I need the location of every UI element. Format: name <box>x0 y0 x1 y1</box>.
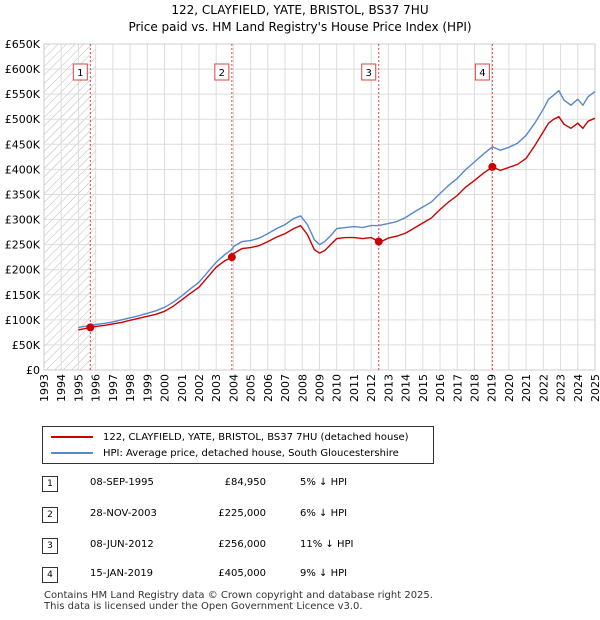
y-tick-label: £200K <box>5 264 41 277</box>
x-tick-label: 2023 <box>555 374 568 402</box>
x-tick-label: 2006 <box>262 374 275 402</box>
x-tick-label: 2016 <box>434 374 447 402</box>
sale-hpi-delta: 9% ↓ HPI <box>300 568 348 579</box>
footer-copyright: Contains HM Land Registry data © Crown c… <box>44 590 433 601</box>
x-tick-label: 2020 <box>503 374 516 402</box>
price-chart: £0 £50K £100K £150K £200K £250K £300K £350K £400… <box>5 38 600 402</box>
x-tick-label: 1998 <box>124 374 137 402</box>
property-price-line <box>78 115 596 331</box>
x-tick-label: 2008 <box>296 374 309 402</box>
y-tick-label: £250K <box>5 239 41 252</box>
legend-item-property: 122, CLAYFIELD, YATE, BRISTOL, BS37 7HU … <box>51 430 409 444</box>
sale-label-number: 1 <box>77 68 83 79</box>
x-tick-label: 2024 <box>572 374 585 402</box>
sale-label-box <box>214 63 230 81</box>
sale-date: 08-JUN-2012 <box>90 539 154 550</box>
x-tick-label: 1994 <box>55 374 68 402</box>
sale-label-box <box>474 63 490 81</box>
y-tick-label: £500K <box>5 113 41 126</box>
legend-label-hpi: HPI: Average price, detached house, Sout… <box>103 447 399 459</box>
chart-subtitle: Price paid vs. HM Land Registry's House … <box>128 20 472 34</box>
x-tick-label: 2017 <box>451 374 464 402</box>
x-tick-label: 2025 <box>589 374 600 402</box>
x-tick-label: 2005 <box>245 374 258 402</box>
x-tick-label: 2002 <box>193 374 206 402</box>
x-tick-label: 1997 <box>107 374 120 402</box>
x-tick-label: 2022 <box>537 374 550 402</box>
sale-label-box <box>72 63 88 81</box>
y-tick-label: £600K <box>5 63 41 76</box>
x-tick-label: 2000 <box>159 374 172 402</box>
sale-marker-number: 4 <box>42 567 58 583</box>
sale-point <box>227 253 236 262</box>
sale-label-number: 4 <box>479 68 485 79</box>
sale-hpi-delta: 6% ↓ HPI <box>300 508 348 519</box>
x-tick-label: 2012 <box>365 374 378 402</box>
legend-swatch-blue <box>51 452 93 454</box>
y-tick-label: £100K <box>5 314 41 327</box>
y-tick-label: £150K <box>5 289 41 302</box>
y-tick-label: £550K <box>5 88 41 101</box>
x-tick-label: 2019 <box>486 374 499 402</box>
x-tick-label: 2014 <box>400 374 413 402</box>
x-tick-label: 1996 <box>90 374 103 402</box>
y-tick-label: £0 <box>26 364 40 377</box>
x-tick-label: 2021 <box>520 374 533 402</box>
x-tick-label: 2003 <box>210 374 223 402</box>
sale-label-box <box>361 63 377 81</box>
x-tick-label: 2010 <box>331 374 344 402</box>
sale-marker-number: 2 <box>42 507 58 523</box>
sale-date: 28-NOV-2003 <box>90 508 157 519</box>
sale-price: £256,000 <box>218 539 266 550</box>
y-tick-label: £350K <box>5 188 41 201</box>
sale-hpi-delta: 5% ↓ HPI <box>300 477 348 488</box>
sale-point <box>488 162 497 171</box>
sale-hpi-delta: 11% ↓ HPI <box>300 539 354 550</box>
legend-item-hpi: HPI: Average price, detached house, Sout… <box>51 446 399 460</box>
sale-point <box>86 323 95 332</box>
y-tick-label: £400K <box>5 163 41 176</box>
sale-date: 08-SEP-1995 <box>90 477 154 488</box>
sale-marker-number: 3 <box>42 538 58 554</box>
x-tick-label: 2013 <box>382 374 395 402</box>
x-tick-label: 2015 <box>417 374 430 402</box>
sale-price: £405,000 <box>218 568 266 579</box>
legend-swatch-red <box>51 436 93 438</box>
chart-title: 122, CLAYFIELD, YATE, BRISTOL, BS37 7HU <box>171 3 429 17</box>
x-tick-label: 2011 <box>348 374 361 402</box>
x-tick-label: 1995 <box>72 374 85 402</box>
x-tick-label: 1993 <box>38 374 51 402</box>
plot-border <box>43 43 596 371</box>
y-tick-label: £50K <box>12 339 41 352</box>
x-tick-label: 2007 <box>279 374 292 402</box>
y-tick-label: £450K <box>5 138 41 151</box>
y-tick-label: £300K <box>5 214 41 227</box>
sale-price: £84,950 <box>224 477 266 488</box>
sale-price: £225,000 <box>218 508 266 519</box>
footer-licence: This data is licensed under the Open Gov… <box>44 601 363 612</box>
x-tick-label: 2018 <box>468 374 481 402</box>
sale-date: 15-JAN-2019 <box>90 568 154 579</box>
sale-point <box>374 237 383 246</box>
x-tick-label: 2001 <box>176 374 189 402</box>
sale-marker-number: 1 <box>42 476 58 492</box>
sale-label-number: 2 <box>219 68 225 79</box>
x-tick-label: 2009 <box>314 374 327 402</box>
sale-label-number: 3 <box>366 68 372 79</box>
x-tick-label: 1999 <box>141 374 154 402</box>
legend-label-property: 122, CLAYFIELD, YATE, BRISTOL, BS37 7HU … <box>103 431 409 443</box>
pre-data-hatch <box>44 44 96 370</box>
y-tick-label: £650K <box>5 38 41 51</box>
legend: 122, CLAYFIELD, YATE, BRISTOL, BS37 7HU … <box>42 426 434 464</box>
hpi-line <box>78 89 596 329</box>
x-tick-label: 2004 <box>227 374 240 402</box>
